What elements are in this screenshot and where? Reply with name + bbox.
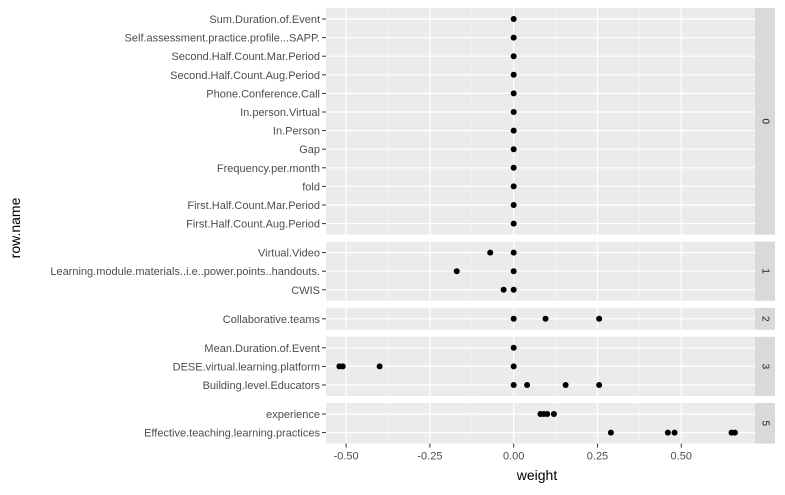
facet-strip: [755, 403, 775, 444]
facet-strip: [755, 8, 775, 235]
facet-panel-1: Virtual.Video Learning.module.materials..…: [50, 241, 775, 301]
data-point: [510, 268, 517, 275]
data-point: [339, 363, 346, 370]
data-point: [510, 34, 517, 41]
data-point: [671, 429, 678, 436]
data-point: [500, 286, 507, 293]
data-point: [562, 382, 569, 388]
y-tick-label: In.Person: [273, 126, 320, 138]
data-point: [510, 202, 517, 208]
data-point: [510, 90, 517, 97]
facet-panel-5: experience Effective.teaching.learning.pr…: [144, 403, 775, 444]
y-tick-label: Learning.module.materials..i.e..power.po…: [50, 266, 320, 278]
data-point: [510, 109, 517, 115]
facet-strip-label: 1: [760, 268, 771, 274]
x-tick-label: 0.25: [587, 451, 608, 463]
data-point: [510, 382, 517, 388]
data-point: [510, 53, 517, 60]
data-point: [510, 146, 517, 153]
x-tick-label: 0.50: [671, 451, 692, 463]
y-tick-label: CWIS: [291, 285, 320, 297]
data-point: [376, 363, 383, 370]
facet-panel-0: Sum.Duration.of.Event Self.assessment.pra…: [125, 8, 775, 235]
facet-panel-2: Collaborative.teams 2: [223, 307, 775, 330]
data-point: [487, 249, 494, 256]
facet-strip: [755, 336, 775, 396]
facet-panel-3: Mean.Duration.of.Event DESE.virtual.learn…: [173, 336, 775, 396]
data-point: [544, 411, 551, 417]
data-point: [596, 315, 603, 322]
y-tick-label: Self.assessment.practice.profile...SAPP.: [125, 33, 320, 45]
y-tick-label: In.person.Virtual: [240, 107, 320, 119]
data-point: [510, 127, 517, 134]
x-axis-title: weight: [516, 467, 558, 483]
data-point: [510, 315, 517, 322]
y-tick-label: Mean.Duration.of.Event: [204, 343, 320, 355]
y-tick-label: Building.level.Educators: [203, 380, 321, 392]
data-point: [550, 411, 557, 417]
y-axis-title: row.name: [7, 197, 23, 258]
data-point: [510, 16, 517, 22]
x-axis: -0.50 -0.25 0.00 0.25 0.50: [334, 443, 692, 463]
data-point: [510, 249, 517, 256]
y-tick-label: Frequency.per.month: [217, 163, 320, 175]
facet-strip: [755, 241, 775, 301]
facet-strip-label: 0: [760, 119, 771, 125]
panel-background: [326, 403, 755, 444]
data-point: [453, 268, 460, 275]
data-point: [664, 429, 671, 436]
data-point: [524, 382, 531, 388]
y-tick-label: Second.Half.Count.Mar.Period: [171, 51, 320, 63]
data-point: [510, 286, 517, 293]
data-point: [510, 71, 517, 78]
data-point: [510, 344, 517, 351]
y-tick-label: fold: [302, 181, 320, 193]
y-tick-label: Phone.Conference.Call: [206, 88, 320, 100]
data-point: [510, 363, 517, 370]
y-tick-label: First.Half.Count.Aug.Period: [186, 219, 320, 231]
y-tick-label: DESE.virtual.learning.platform: [173, 361, 320, 373]
y-tick-label: experience: [266, 409, 320, 421]
data-point: [731, 429, 738, 436]
y-tick-label: Effective.teaching.learning.practices: [144, 428, 320, 440]
y-tick-label: Sum.Duration.of.Event: [209, 14, 320, 26]
data-point: [596, 382, 603, 388]
panel-background: [326, 8, 755, 235]
data-point: [510, 183, 517, 190]
facet-strip-label: 2: [760, 316, 771, 322]
data-point: [510, 164, 517, 171]
data-point: [607, 429, 614, 436]
y-tick-label: First.Half.Count.Mar.Period: [187, 200, 320, 212]
data-point: [542, 315, 549, 322]
data-point: [510, 220, 517, 227]
facet-strip-label: 3: [760, 364, 771, 370]
y-tick-label: Collaborative.teams: [223, 314, 321, 326]
x-tick-label: -0.25: [417, 451, 442, 463]
y-tick-label: Virtual.Video: [258, 248, 320, 260]
facet-strip: [755, 307, 775, 330]
x-tick-label: -0.50: [334, 451, 359, 463]
facet-strip-label: 5: [760, 421, 771, 427]
x-tick-label: 0.00: [503, 451, 524, 463]
y-tick-label: Gap: [299, 144, 320, 156]
y-tick-label: Second.Half.Count.Aug.Period: [170, 70, 320, 82]
